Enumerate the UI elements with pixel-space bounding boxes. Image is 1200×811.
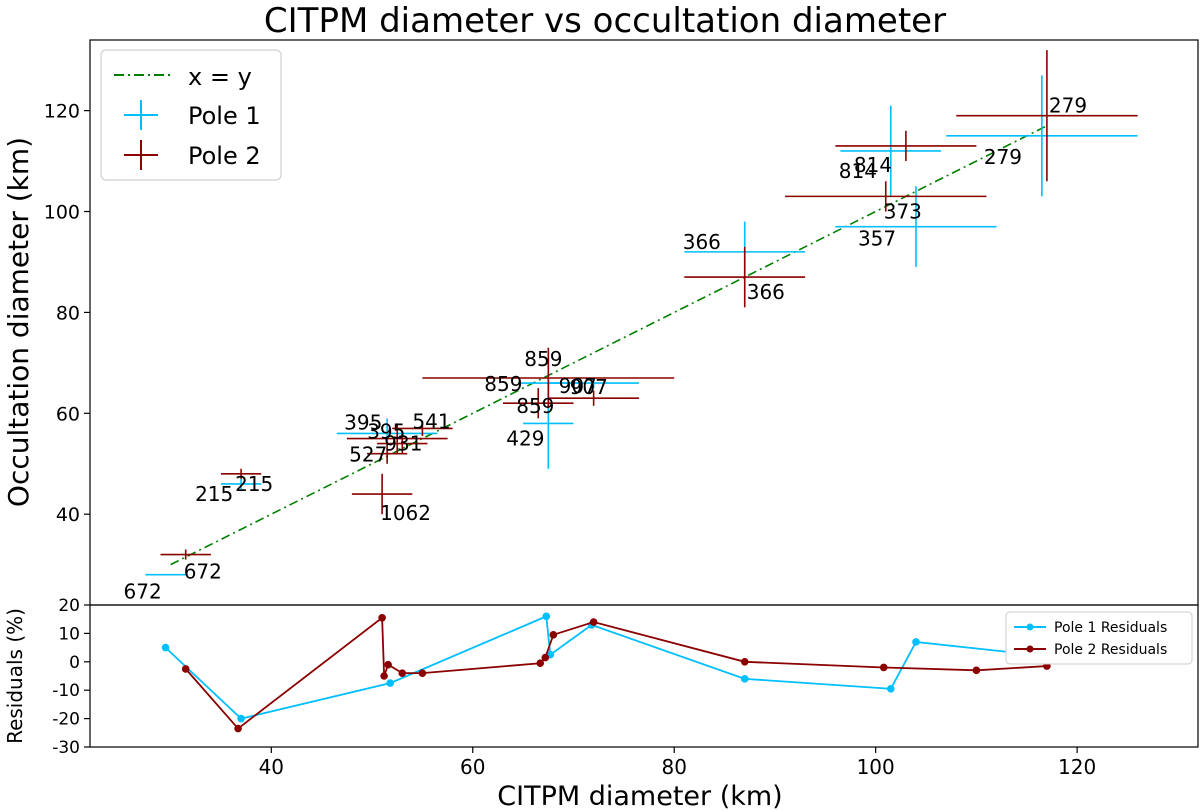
main-y-axis-label: Occultation diameter (km) xyxy=(2,137,35,507)
pole2-residual-point xyxy=(740,658,749,666)
pole2-point-label: 1062 xyxy=(380,501,431,525)
main-y-tick-label: 80 xyxy=(56,302,80,324)
pole2-point-label: 931 xyxy=(384,432,422,456)
pole2-residual-point xyxy=(378,613,386,622)
pole2-point-label: 215 xyxy=(235,472,273,496)
pole1-point-label: 279 xyxy=(984,145,1022,169)
pole2-residual-point xyxy=(418,669,427,677)
pole2-point-label: 814 xyxy=(854,153,892,177)
residual-y-tick-label: 20 xyxy=(58,596,80,616)
pole1-residual-point xyxy=(386,679,394,687)
pole2-residual-point xyxy=(536,659,545,668)
pole2-residual-point xyxy=(384,660,392,669)
main-y-tick-label: 60 xyxy=(56,403,80,425)
x-tick-label: 100 xyxy=(857,755,895,779)
pole2-residual-point xyxy=(234,724,242,733)
legend-pole1-label: Pole 1 xyxy=(188,102,261,130)
main-legend: x = y Pole 1 Pole 2 xyxy=(100,49,282,181)
x-axis: 40 60 80 100 120 xyxy=(259,747,1096,779)
residual-plot-area xyxy=(161,612,1051,733)
pole2-point-label: 859 xyxy=(524,347,562,371)
pole2-point-label: 366 xyxy=(747,280,785,304)
pole2-point-label: 527 xyxy=(349,443,387,467)
main-y-tick-label: 40 xyxy=(56,504,80,526)
x-tick-label: 60 xyxy=(460,755,485,779)
residual-y-tick-label: -20 xyxy=(52,710,80,730)
x-tick-label: 40 xyxy=(259,755,284,779)
pole1-residual-point xyxy=(161,643,170,652)
pole1-point-label: 814 xyxy=(839,159,877,183)
pole2-point-label: 672 xyxy=(184,560,222,584)
pole2-residual-point xyxy=(541,653,550,662)
legend-xy-label: x = y xyxy=(188,63,252,91)
legend-pole2-label: Pole 2 xyxy=(188,142,261,170)
pole2-point-label: 541 xyxy=(412,409,450,433)
residual-legend: Pole 1 Residuals Pole 2 Residuals xyxy=(1005,611,1193,665)
pole2-residual-point xyxy=(380,672,388,680)
residual-y-axis-label: Residuals (%) xyxy=(3,608,27,744)
pole2-residual-point xyxy=(879,663,888,672)
x-tick-label: 80 xyxy=(661,755,686,779)
main-legend-box xyxy=(100,49,282,181)
legend-res2-marker-icon xyxy=(1026,645,1034,653)
legend-res1-marker-icon xyxy=(1026,623,1034,631)
pole1-residual-point xyxy=(542,612,551,621)
main-y-tick-label: 120 xyxy=(44,101,80,123)
pole2-residual-point xyxy=(972,666,981,675)
pole2-point-label: 907 xyxy=(570,375,608,399)
pole2-point-label: 395 xyxy=(367,420,405,444)
pole1-point-label: 395 xyxy=(344,410,382,434)
pole1-point-label: 672 xyxy=(124,580,162,604)
pole1-point-label: 859 xyxy=(484,372,522,396)
residual-y-tick-label: -30 xyxy=(52,738,80,758)
main-y-tick-label: 100 xyxy=(44,202,80,224)
pole2-point-label: 373 xyxy=(884,199,922,223)
pole2-residual-point xyxy=(589,618,598,626)
residual-y-tick-label: 10 xyxy=(58,624,80,644)
x-axis-label: CITPM diameter (km) xyxy=(497,781,782,811)
pole2-point-label: 859 xyxy=(516,394,554,418)
legend-res1-label: Pole 1 Residuals xyxy=(1054,620,1167,636)
pole2-residual-point xyxy=(181,665,190,673)
pole2-residual-point xyxy=(549,631,558,639)
pole1-residual-point xyxy=(886,684,895,693)
residual-y-axis: -30 -20 -10 0 10 20 xyxy=(52,596,90,758)
chart-title: CITPM diameter vs occultation diameter xyxy=(264,1,946,41)
pole2-point-label: 279 xyxy=(1049,94,1087,118)
pole1-residual-line xyxy=(164,615,1048,720)
pole1-residual-point xyxy=(912,638,920,646)
pole1-point-label: 907 xyxy=(559,374,597,398)
residual-y-tick-label: -10 xyxy=(52,681,80,701)
pole1-residual-point xyxy=(740,675,749,683)
x-tick-label: 120 xyxy=(1058,755,1096,779)
residual-legend-box xyxy=(1005,611,1193,665)
main-y-axis: 40 60 80 100 120 xyxy=(44,101,90,526)
pole1-point-label: 429 xyxy=(506,426,544,450)
pole1-point-label: 366 xyxy=(683,230,721,254)
residual-plot-frame xyxy=(89,604,1199,748)
pole1-point-label: 357 xyxy=(858,227,896,251)
legend-res2-label: Pole 2 Residuals xyxy=(1054,642,1167,658)
residual-y-tick-label: 0 xyxy=(69,653,80,673)
pole2-residual-point xyxy=(398,669,407,677)
pole1-point-label: 215 xyxy=(195,482,233,506)
pole1-residual-point xyxy=(237,714,245,723)
